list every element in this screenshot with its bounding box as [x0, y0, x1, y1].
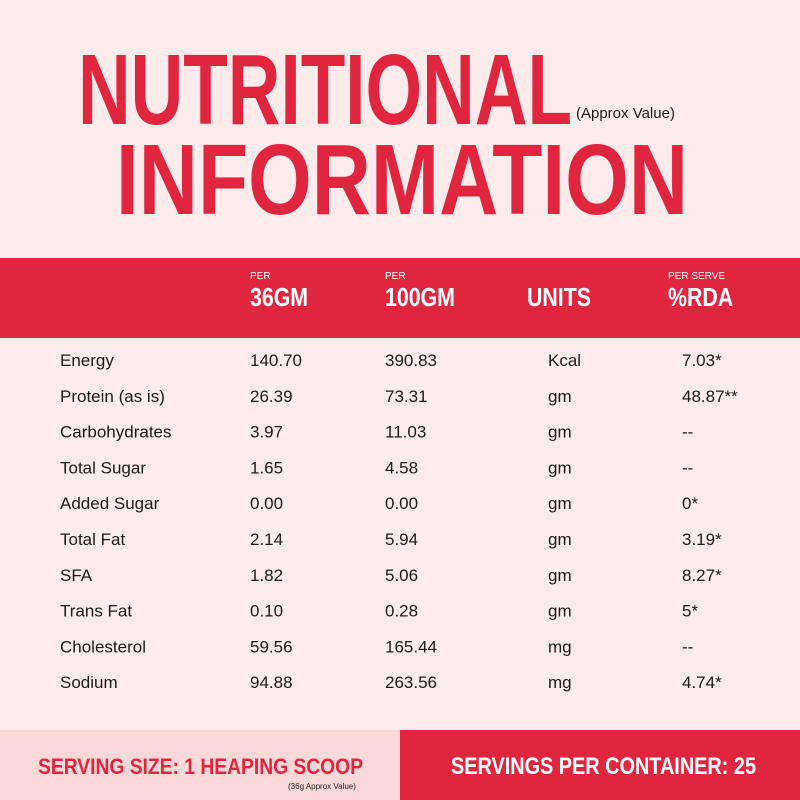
nutrient-name: Total Fat — [60, 530, 125, 549]
column-header: 100GM — [385, 283, 455, 313]
table-cell: -- — [682, 458, 693, 477]
column-header: %RDA — [668, 283, 733, 313]
table-cell: 48.87** — [682, 387, 738, 406]
column-prefix: PER — [250, 271, 271, 282]
nutrient-name: Protein (as is) — [60, 387, 165, 406]
table-cell: 0* — [682, 494, 698, 513]
column-header: 36GM — [250, 283, 308, 313]
table-cell: Kcal — [548, 351, 581, 370]
footer-left — [0, 730, 400, 800]
title-line2: INFORMATION — [116, 124, 688, 236]
table-cell: 94.88 — [250, 673, 293, 692]
column-prefix: PER — [385, 271, 406, 282]
table-cell: 0.00 — [385, 494, 418, 513]
nutrient-name: Energy — [60, 351, 114, 370]
nutrient-name: Cholesterol — [60, 637, 146, 656]
table-cell: 1.65 — [250, 458, 283, 477]
table-cell: 4.58 — [385, 458, 418, 477]
servings-per-container: SERVINGS PER CONTAINER: 25 — [451, 753, 756, 780]
table-cell: 165.44 — [385, 637, 437, 656]
table-cell: 0.10 — [250, 602, 283, 621]
header-band — [0, 258, 800, 338]
table-cell: gm — [548, 387, 572, 406]
table-cell: 3.97 — [250, 423, 283, 442]
footer-right — [400, 730, 800, 800]
table-cell: 26.39 — [250, 387, 293, 406]
table-cell: 1.82 — [250, 566, 283, 585]
table-cell: 2.14 — [250, 530, 283, 549]
table-cell: 5.94 — [385, 530, 418, 549]
table-cell: -- — [682, 637, 693, 656]
table-cell: 59.56 — [250, 637, 293, 656]
table-cell: gm — [548, 602, 572, 621]
table-cell: 140.70 — [250, 351, 302, 370]
table-cell: 3.19* — [682, 530, 722, 549]
nutrient-name: Trans Fat — [60, 602, 132, 621]
nutrient-name: Carbohydrates — [60, 423, 172, 442]
serving-note: (36g Approx Value) — [288, 782, 356, 791]
table-cell: 11.03 — [385, 423, 426, 442]
table-cell: mg — [548, 637, 572, 656]
table-cell: 73.31 — [385, 387, 428, 406]
nutrient-name: Total Sugar — [60, 458, 146, 477]
table-cell: 263.56 — [385, 673, 437, 692]
table-cell: 5.06 — [385, 566, 418, 585]
column-prefix: PER SERVE — [668, 271, 725, 282]
subtitle: (Approx Value) — [576, 105, 675, 122]
table-cell: gm — [548, 530, 572, 549]
nutrient-name: SFA — [60, 566, 93, 585]
table-cell: mg — [548, 673, 572, 692]
table-cell: 5* — [682, 602, 698, 621]
title-line1: NUTRITIONAL — [78, 34, 572, 146]
table-cell: gm — [548, 494, 572, 513]
table-cell: gm — [548, 566, 572, 585]
table-cell: 4.74* — [682, 673, 722, 692]
table-cell: -- — [682, 423, 693, 442]
table-cell: 0.28 — [385, 602, 418, 621]
nutrient-name: Sodium — [60, 673, 118, 692]
table-cell: 390.83 — [385, 351, 437, 370]
column-header: UNITS — [527, 283, 591, 313]
serving-size: SERVING SIZE: 1 HEAPING SCOOP — [38, 754, 363, 779]
table-cell: 0.00 — [250, 494, 283, 513]
table-cell: 7.03* — [682, 351, 722, 370]
table-cell: 8.27* — [682, 566, 722, 585]
table-cell: gm — [548, 458, 572, 477]
nutrient-name: Added Sugar — [60, 494, 160, 513]
table-cell: gm — [548, 423, 572, 442]
